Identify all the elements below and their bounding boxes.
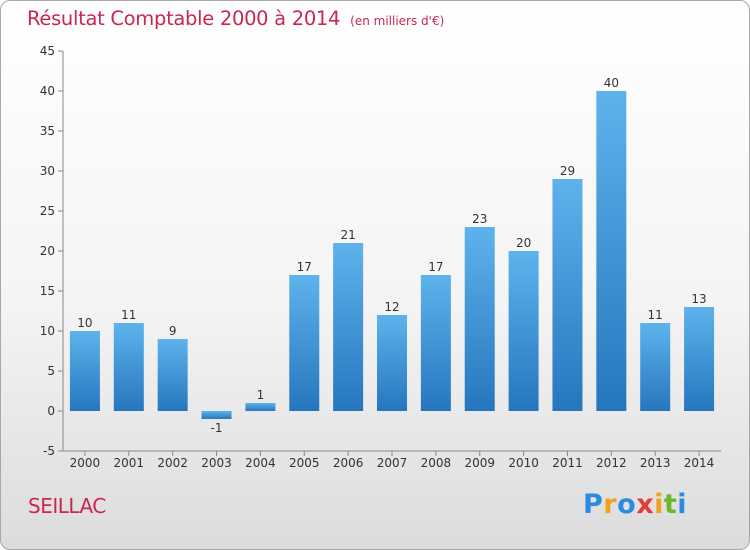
bar-value-label: 10 [77,316,92,330]
bar [596,91,627,411]
bar-value-label: 12 [384,300,399,314]
chart-title-text: Résultat Comptable 2000 à 2014 [27,7,341,30]
bar-value-label: 17 [428,260,443,274]
y-tick-label: 40 [40,84,55,98]
x-tick-label: 2009 [464,456,495,470]
x-tick-label: 2004 [245,456,276,470]
chart-title: Résultat Comptable 2000 à 2014 (en millie… [27,7,444,30]
bar [640,323,671,411]
bar-value-label: 1 [257,388,265,402]
x-tick-label: 2010 [508,456,539,470]
y-tick-label: 20 [40,244,55,258]
logo-letter: o [617,489,637,520]
bar [201,411,232,419]
logo-letter: i [677,489,688,520]
bar [420,275,451,411]
bar [157,339,188,411]
logo-letter: r [603,489,618,520]
bar [289,275,320,411]
bar-value-label: 17 [297,260,312,274]
y-tick-label: -5 [43,444,55,458]
bar-value-label: 20 [516,236,531,250]
y-tick-label: 25 [40,204,55,218]
bar-value-label: 11 [648,308,663,322]
y-tick-label: 0 [47,404,55,418]
x-tick-label: 2006 [333,456,364,470]
y-tick-label: 10 [40,324,55,338]
chart-axes: -5 0 5 10 15 20 25 30 35 40 45 2000 2001 2002 2003 2004… [40,44,721,470]
x-tick-label: 2000 [70,456,101,470]
y-tick-label: 35 [40,124,55,138]
logo-letter: P [583,489,604,520]
bar-value-label: 40 [604,76,619,90]
bar [552,179,583,411]
x-tick-label: 2014 [684,456,715,470]
unit-note: (en milliers d'€) [350,14,445,28]
bar-value-label: 11 [121,308,136,322]
x-tick-label: 2011 [552,456,583,470]
bar [113,323,144,411]
logo-letter: i [654,489,664,520]
bar-value-label: 21 [340,228,355,242]
bar [69,331,100,411]
bar [245,403,276,411]
bar-value-label: 29 [560,164,575,178]
bar [333,243,364,411]
bar-value-label: 23 [472,212,487,226]
bar-value-label: 9 [169,324,177,338]
y-tick-label: 30 [40,164,55,178]
bar-value-label: -1 [211,421,223,435]
bar [684,307,715,411]
x-tick-label: 2005 [289,456,320,470]
bar [508,251,539,411]
bar [464,227,495,411]
chart-bars [69,91,715,419]
x-tick-label: 2013 [640,456,671,470]
y-tick-label: 5 [47,364,55,378]
chart-value-labels: 10 11 9 -1 1 17 21 12 17 23 20 29 40 11 13 [77,76,706,435]
y-tick-label: 15 [40,284,55,298]
x-tick-label: 2002 [157,456,188,470]
bar [377,315,407,411]
logo-letter: x [636,489,655,520]
x-tick-label: 2012 [596,456,627,470]
x-tick-label: 2007 [377,456,408,470]
y-tick-label: 45 [40,44,55,58]
x-tick-label: 2003 [201,456,232,470]
x-tick-label: 2001 [114,456,145,470]
x-tick-label: 2008 [421,456,452,470]
commune-name: SEILLAC [28,494,106,518]
bar-value-label: 13 [691,292,706,306]
logo-letter: t [663,489,678,520]
proxiti-logo: Proxiti [583,489,687,520]
